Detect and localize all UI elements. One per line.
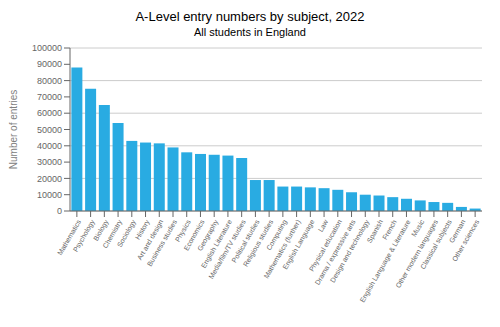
svg-text:Economics: Economics (182, 218, 206, 252)
svg-text:Classical subjects: Classical subjects (419, 218, 454, 271)
svg-text:Other sciences: Other sciences (451, 218, 481, 262)
svg-text:60000: 60000 (37, 108, 62, 118)
svg-text:Sociology: Sociology (116, 218, 138, 249)
svg-text:Media/film/TV studies: Media/film/TV studies (207, 218, 247, 280)
svg-text:English Language: English Language (281, 218, 316, 271)
svg-text:Computing: Computing (265, 218, 288, 252)
svg-text:30000: 30000 (37, 157, 62, 167)
html-text:A-Level entry numbers by subje: A-Level entry numbers by subject, 2022 (135, 9, 365, 24)
svg-text:40000: 40000 (37, 141, 62, 151)
svg-text:Mathematics: Mathematics (56, 218, 82, 257)
svg-text:English Language & Literature: English Language & Literature (358, 218, 412, 304)
svg-text:Design and technology: Design and technology (329, 218, 372, 284)
svg-text:70000: 70000 (37, 92, 62, 102)
svg-text:Music: Music (410, 218, 426, 238)
svg-text:Geography: Geography (196, 218, 220, 252)
svg-text:Biology: Biology (92, 218, 110, 242)
svg-text:Business studies: Business studies (146, 218, 179, 267)
svg-text:Drama / expressive arts: Drama / expressive arts (313, 218, 357, 286)
svg-text:Law: Law (317, 218, 330, 233)
svg-text:Mathematics (further): Mathematics (further) (262, 218, 302, 280)
svg-text:German: German (447, 218, 467, 244)
svg-text:Political studies: Political studies (230, 218, 261, 264)
svg-text:French: French (380, 218, 398, 241)
svg-text:10000: 10000 (37, 190, 62, 200)
svg-text:Psychology: Psychology (71, 218, 96, 253)
svg-text:100000: 100000 (32, 43, 62, 53)
svg-text:History: History (133, 218, 151, 241)
html-text:All students in England: All students in England (194, 26, 306, 38)
svg-text:Physics: Physics (173, 218, 192, 243)
svg-text:Other modern languages: Other modern languages (394, 218, 440, 289)
svg-text:Physical education: Physical education (307, 218, 343, 273)
svg-text:0: 0 (57, 206, 62, 216)
svg-text:Art and design: Art and design (135, 218, 165, 262)
svg-text:Number of entries: Number of entries (8, 90, 19, 169)
svg-text:Spanish: Spanish (365, 218, 385, 244)
svg-text:Chemistry: Chemistry (101, 218, 124, 250)
svg-text:80000: 80000 (37, 76, 62, 86)
svg-text:20000: 20000 (37, 174, 62, 184)
svg-text:Religious studies: Religious studies (241, 218, 275, 268)
svg-text:50000: 50000 (37, 125, 62, 135)
svg-text:English Literature: English Literature (199, 218, 234, 270)
svg-text:90000: 90000 (37, 59, 62, 69)
